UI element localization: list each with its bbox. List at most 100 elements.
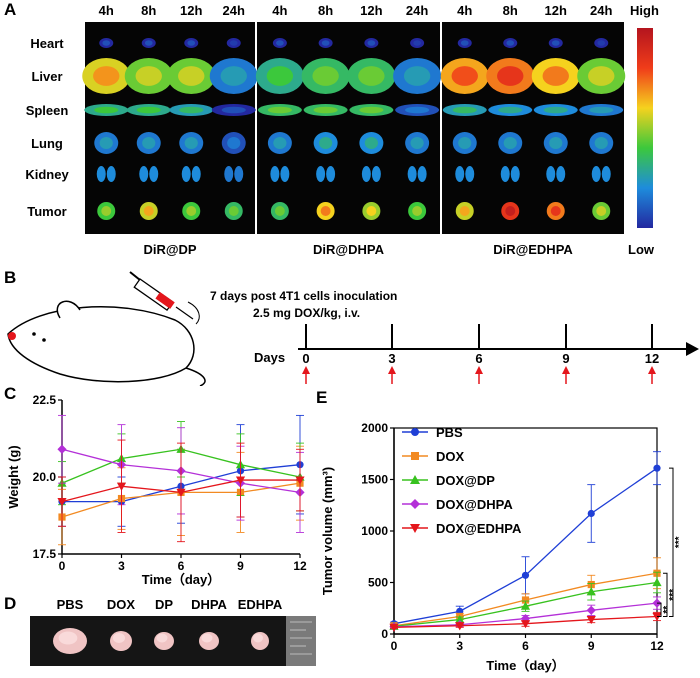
syringe-icon [129,271,200,325]
organ-signal [591,166,601,182]
injection-note-line1: 7 days post 4T1 cells inoculation [210,289,397,303]
timepoint-label: 8h [318,3,333,18]
organ-signal-core [273,136,287,150]
timeline-arrowhead-icon [686,342,699,356]
significance-bracket [663,572,668,617]
organ-signal-core [179,106,204,114]
organ-signal-core [94,106,119,114]
timeline-day-label: 6 [475,351,482,366]
legend-label: DOX [436,449,465,464]
scale-high-label: High [630,3,659,18]
organ-signal-core [498,106,523,114]
organ-signal-core [410,136,424,150]
tumor-sample-highlight [253,633,263,643]
panel-label-d: D [4,594,17,613]
organ-signal-core [596,206,607,216]
organ-signal-core [549,136,563,150]
organ-signal [371,166,381,182]
data-point [520,601,531,610]
data-point [116,482,127,491]
intensity-scale-bar [637,28,653,228]
timepoint-label: 24h [406,3,428,18]
organ-signal-core [364,136,378,150]
timepoint-label: 24h [590,3,612,18]
organ-signal-core [542,66,569,86]
organ-signal-core [136,106,161,114]
group-label: DiR@DHPA [313,242,385,257]
significance-bracket [669,467,674,617]
mouse-nose-icon [8,332,16,340]
organ-signal-core [93,66,120,86]
legend-label: PBS [436,425,463,440]
organ-signal [149,166,159,182]
dose-arrow-head-icon [475,366,483,374]
data-point [235,476,246,485]
dose-arrow-head-icon [562,366,570,374]
y-tick-label: 500 [368,576,388,590]
organ-signal-core [506,40,515,46]
organ-signal-core [184,136,198,150]
organ-signal [96,166,106,182]
data-point [455,614,465,624]
legend-label: DOX@DHPA [436,497,513,512]
y-tick-label: 22.5 [33,393,57,407]
data-point [520,613,531,624]
panel-label-e: E [316,388,328,407]
legend-label: DOX@EDHPA [436,521,522,536]
y-tick-label: 1500 [361,473,388,487]
organ-signal [234,166,244,182]
organ-signal [546,166,556,182]
organ-signal [181,166,191,182]
organ-signal [407,166,417,182]
imaging-block [257,22,440,234]
significance-bracket [657,602,662,617]
organ-signal [601,166,611,182]
organ-signal [224,166,234,182]
organ-signal-core [458,136,472,150]
organ-signal-core [267,106,292,114]
organ-signal [326,166,336,182]
organ-signal [280,166,290,182]
timepoint-label: 4h [457,3,472,18]
organ-signal [465,166,475,182]
tumor-sample-highlight [156,633,168,643]
timepoint-label: 12h [180,3,202,18]
organ-label: Kidney [25,167,69,182]
organ-signal [500,166,510,182]
x-axis-label: Time（day） [486,658,565,673]
organ-signal [556,166,566,182]
tumor-photo: PBS DOX DP DHPA EDHPA [30,597,316,666]
data-point [389,623,399,632]
data-point [586,605,596,615]
organ-signal-core [142,136,156,150]
schedule-svg: 7 days post 4T1 cells inoculation 2.5 mg… [7,271,699,386]
x-tick-label: 3 [456,639,463,653]
organ-signal-core [551,40,560,46]
tumor-sample-highlight [201,633,213,643]
organ-signal-core [276,40,284,46]
organ-signal-core [101,206,112,216]
organ-signal [417,166,427,182]
data-point [410,475,420,484]
organ-signal-core [460,40,469,46]
organ-signal-core [320,206,331,216]
organ-signal-core [413,40,421,46]
injection-note-line2: 2.5 mg DOX/kg, i.v. [253,306,360,320]
organ-signal [455,166,465,182]
x-tick-label: 3 [118,559,125,573]
data-point [295,476,305,485]
organ-label: Spleen [26,103,69,118]
data-point [410,499,420,509]
data-point [411,452,419,460]
ruler-icon [286,616,316,666]
organ-signal-core [505,206,516,216]
organ-signal-core [405,106,430,114]
organ-signal-core [228,206,239,216]
tumor-sample-highlight [58,631,78,645]
organ-signal-core [221,106,246,114]
dose-arrow-head-icon [388,366,396,374]
y-tick-label: 20.0 [33,470,57,484]
y-tick-label: 0 [381,627,388,641]
x-tick-label: 0 [391,639,398,653]
organ-signal-core [186,206,197,216]
